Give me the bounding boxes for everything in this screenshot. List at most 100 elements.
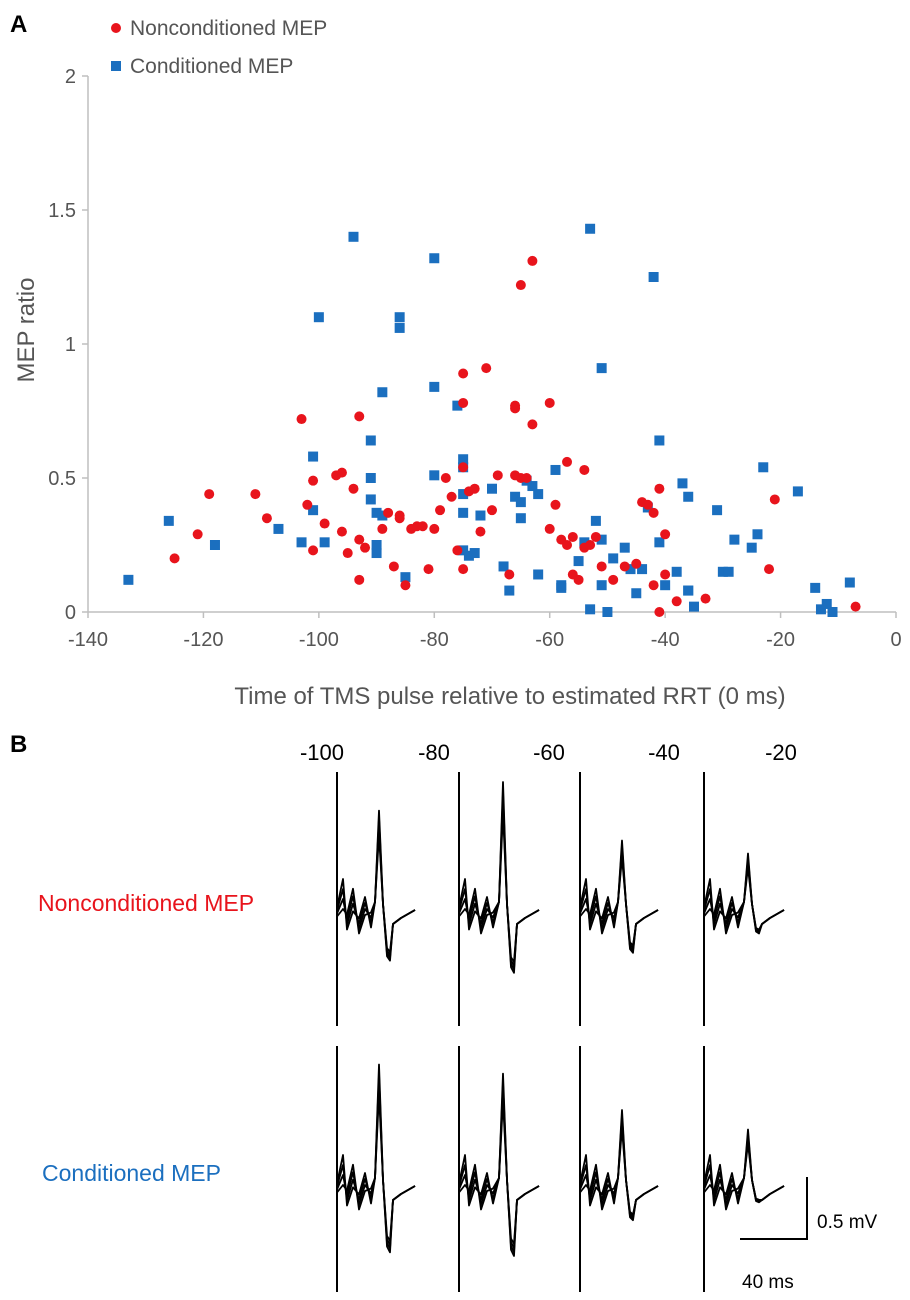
scatter-chart: -140 -120 -100 -80 -60 -40 -20 0 0 0.5 1 1.5 2 xyxy=(48,66,901,651)
time-label-40: -40 xyxy=(648,740,680,765)
point-conditioned xyxy=(671,566,682,577)
emg-traces xyxy=(336,772,785,1292)
point-nonconditioned xyxy=(429,523,440,534)
point-conditioned xyxy=(458,545,469,556)
point-conditioned xyxy=(273,523,284,534)
point-nonconditioned xyxy=(452,545,463,556)
x-axis-label: Time of TMS pulse relative to estimated … xyxy=(234,683,785,710)
point-nonconditioned xyxy=(342,548,353,559)
point-conditioned xyxy=(296,537,307,548)
time-labels: -100 -80 -60 -40 -20 xyxy=(300,740,797,765)
point-conditioned xyxy=(660,580,671,591)
point-nonconditioned xyxy=(660,569,671,580)
scale-bar-lines xyxy=(740,1177,808,1240)
point-conditioned xyxy=(556,580,567,591)
point-conditioned xyxy=(654,435,665,446)
point-conditioned xyxy=(573,556,584,567)
point-conditioned xyxy=(683,491,694,502)
point-conditioned xyxy=(746,542,757,553)
y-tick-label: 2 xyxy=(65,66,76,88)
point-conditioned xyxy=(590,515,601,526)
point-conditioned xyxy=(498,561,509,572)
point-nonconditioned xyxy=(671,596,682,607)
point-conditioned xyxy=(123,574,134,585)
point-nonconditioned xyxy=(458,397,469,408)
point-nonconditioned xyxy=(608,574,619,585)
point-nonconditioned xyxy=(250,489,261,500)
point-conditioned xyxy=(400,572,411,583)
emg-trace xyxy=(458,1100,540,1245)
time-label-80: -80 xyxy=(418,740,450,765)
point-conditioned xyxy=(533,569,544,580)
point-conditioned xyxy=(602,607,613,617)
point-nonconditioned xyxy=(308,545,319,556)
point-nonconditioned xyxy=(585,540,596,550)
point-nonconditioned xyxy=(435,505,446,516)
point-nonconditioned xyxy=(394,513,405,524)
point-conditioned xyxy=(319,537,330,548)
point-conditioned xyxy=(729,534,740,545)
point-nonconditioned xyxy=(579,464,590,475)
point-conditioned xyxy=(371,507,382,518)
point-conditioned xyxy=(209,540,220,550)
point-nonconditioned xyxy=(544,397,555,408)
point-nonconditioned xyxy=(619,561,630,572)
point-conditioned xyxy=(452,400,463,411)
point-conditioned xyxy=(827,607,838,617)
point-conditioned xyxy=(596,363,607,374)
y-tick-label: 1.5 xyxy=(48,200,76,222)
point-conditioned xyxy=(792,486,803,497)
point-nonconditioned xyxy=(383,507,394,518)
point-nonconditioned xyxy=(544,523,555,534)
emg-trace xyxy=(579,1127,659,1216)
point-conditioned xyxy=(163,515,174,526)
point-nonconditioned xyxy=(475,526,486,537)
point-nonconditioned xyxy=(302,499,313,510)
point-conditioned xyxy=(533,489,544,500)
y-tick-label: 1 xyxy=(65,334,76,356)
point-conditioned xyxy=(585,604,596,615)
point-nonconditioned xyxy=(850,601,861,612)
point-nonconditioned xyxy=(648,580,659,591)
point-conditioned xyxy=(550,464,561,475)
point-conditioned xyxy=(365,494,376,505)
x-tick-label: -140 xyxy=(68,629,108,651)
emg-trace xyxy=(703,1142,785,1211)
legend: Nonconditioned MEP Conditioned MEP xyxy=(111,17,327,78)
point-conditioned xyxy=(683,585,694,596)
point-nonconditioned xyxy=(354,534,365,545)
point-conditioned xyxy=(371,540,382,550)
legend-marker-nonconditioned xyxy=(111,23,121,33)
data-points xyxy=(123,223,861,617)
point-nonconditioned xyxy=(296,414,307,425)
point-nonconditioned xyxy=(567,531,578,542)
point-nonconditioned xyxy=(527,419,538,430)
point-conditioned xyxy=(585,223,596,234)
point-nonconditioned xyxy=(764,564,775,575)
time-label-20: -20 xyxy=(765,740,797,765)
point-nonconditioned xyxy=(700,593,711,604)
point-nonconditioned xyxy=(642,499,653,510)
point-nonconditioned xyxy=(550,499,561,510)
point-conditioned xyxy=(458,454,469,465)
point-nonconditioned xyxy=(596,561,607,572)
point-conditioned xyxy=(689,601,699,612)
point-conditioned xyxy=(365,473,376,483)
point-nonconditioned xyxy=(631,558,642,569)
point-conditioned xyxy=(394,322,405,333)
point-nonconditioned xyxy=(354,411,365,422)
point-nonconditioned xyxy=(388,561,399,572)
point-nonconditioned xyxy=(469,483,480,494)
point-nonconditioned xyxy=(769,494,780,505)
point-conditioned xyxy=(377,510,388,521)
point-nonconditioned xyxy=(654,483,665,494)
point-nonconditioned xyxy=(458,564,469,575)
y-tick-label: 0.5 xyxy=(48,468,76,490)
point-nonconditioned xyxy=(573,574,584,585)
point-conditioned xyxy=(348,231,359,242)
point-nonconditioned xyxy=(492,470,503,481)
point-nonconditioned xyxy=(510,403,521,414)
point-conditioned xyxy=(810,582,821,593)
x-tick-label: -40 xyxy=(651,629,680,651)
